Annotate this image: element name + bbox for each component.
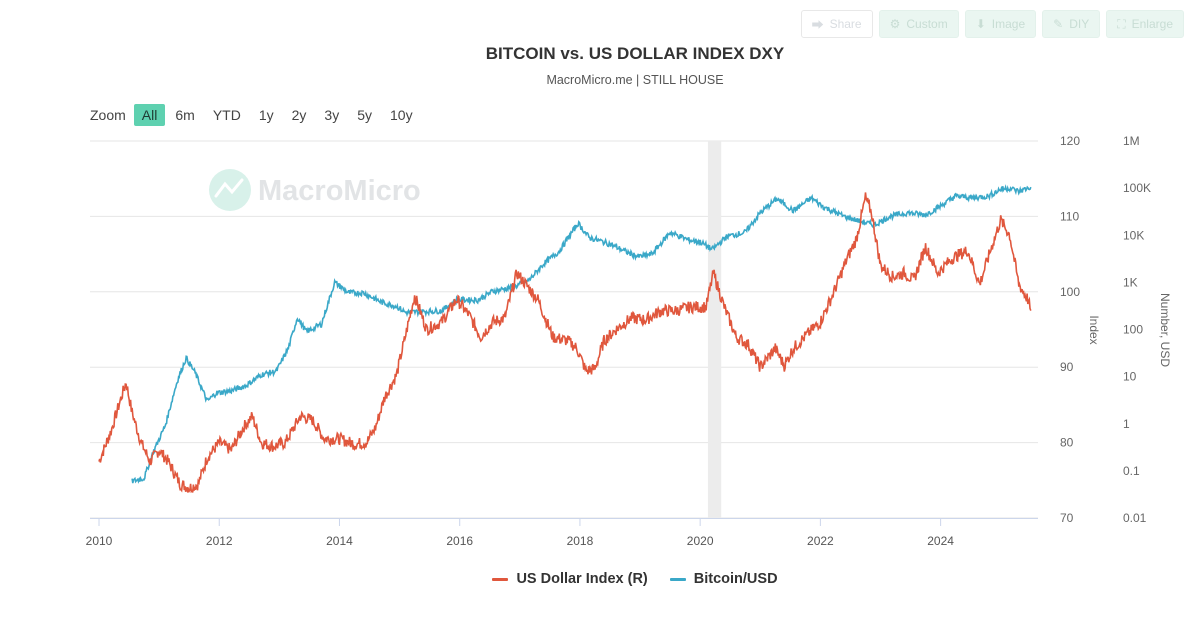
y-left-tick-label: 110: [1060, 209, 1079, 223]
y-right-tick-label: 10: [1123, 370, 1137, 384]
zoom-option-10y[interactable]: 10y: [390, 107, 413, 123]
y-axis-right: 0.01 0.1 1 10 100 1K 10K 100K 1M: [1123, 134, 1151, 525]
y-left-tick-label: 70: [1060, 511, 1074, 525]
enlarge-label: Enlarge: [1131, 17, 1173, 31]
zoom-selector: Zoom All 6m YTD 1y 2y 3y 5y 10y: [90, 104, 423, 126]
zoom-buttons: All 6m YTD 1y 2y 3y 5y 10y: [133, 104, 423, 126]
y-axis-right-title: Number, USD: [1158, 293, 1172, 367]
share-label: Share: [829, 17, 862, 31]
zoom-label: Zoom: [90, 107, 126, 123]
x-tick-label: 2014: [326, 534, 353, 548]
y-right-tick-label: 100K: [1123, 181, 1151, 195]
y-axis-left-title: Index: [1087, 315, 1101, 344]
shaded-band: [707, 141, 722, 518]
zoom-option-1y[interactable]: 1y: [258, 107, 274, 123]
x-tick-label: 2024: [927, 534, 954, 548]
y-right-tick-label: 100: [1123, 323, 1143, 337]
series-line-dxy: [98, 192, 1032, 494]
y-right-tick-label: 1: [1123, 417, 1130, 431]
chart-subtitle: MacroMicro.me | STILL HOUSE: [546, 73, 724, 87]
y-left-tick-label: 120: [1060, 134, 1080, 148]
y-left-tick-label: 100: [1060, 285, 1080, 299]
x-tick-label: 2010: [86, 534, 113, 548]
diy-label: DIY: [1069, 17, 1090, 31]
gear-icon: ⚙: [889, 17, 901, 31]
expand-icon: ⛶: [1117, 16, 1126, 31]
y-axis-left: 70 80 90 100 110 120: [1060, 134, 1080, 525]
legend-swatch-dxy: [492, 577, 509, 581]
zoom-option-2y[interactable]: 2y: [291, 107, 307, 123]
zoom-option-all[interactable]: All: [133, 104, 166, 126]
image-button[interactable]: ⬇ Image: [964, 10, 1037, 38]
y-left-tick-label: 80: [1060, 436, 1074, 450]
x-axis: 2010 2012 2014 2016 2018 2020 2022 2024: [86, 518, 1038, 548]
watermark-text: MacroMicro: [258, 175, 421, 207]
y-right-tick-label: 10K: [1123, 228, 1144, 242]
zoom-option-ytd[interactable]: YTD: [212, 107, 241, 123]
legend-item-btc[interactable]: Bitcoin/USD: [669, 571, 778, 587]
download-icon: ⬇: [975, 17, 986, 31]
legend-label-btc: Bitcoin/USD: [693, 571, 778, 587]
pencil-icon: ✎: [1053, 17, 1064, 31]
enlarge-button[interactable]: ⛶ Enlarge: [1106, 10, 1184, 38]
custom-label: Custom: [906, 17, 948, 31]
y-right-tick-label: 0.01: [1123, 511, 1147, 525]
x-tick-label: 2022: [807, 534, 834, 548]
zoom-option-5y[interactable]: 5y: [357, 107, 372, 123]
legend-label-dxy: US Dollar Index (R): [516, 571, 648, 587]
watermark: MacroMicro: [209, 169, 421, 211]
x-tick-label: 2012: [206, 534, 233, 548]
zoom-option-3y[interactable]: 3y: [324, 107, 340, 123]
series-line-bitcoin: [131, 184, 1032, 484]
share-icon: ⮕: [811, 17, 824, 32]
custom-button[interactable]: ⚙ Custom: [878, 10, 959, 38]
legend: US Dollar Index (R) Bitcoin/USD: [0, 571, 1186, 587]
y-left-tick-label: 90: [1060, 360, 1074, 374]
y-right-tick-label: 1K: [1123, 275, 1138, 289]
share-button[interactable]: ⮕ Share: [800, 10, 873, 38]
chart-toolbar: ⮕ Share ⚙ Custom ⬇ Image ✎ DIY ⛶ Enlarge: [800, 10, 1184, 38]
y-right-tick-label: 0.1: [1123, 464, 1140, 478]
legend-item-dxy[interactable]: US Dollar Index (R): [492, 571, 648, 587]
x-tick-label: 2016: [446, 534, 473, 548]
chart-title: BITCOIN vs. US DOLLAR INDEX DXY: [485, 44, 785, 63]
x-tick-label: 2018: [567, 534, 594, 548]
y-right-tick-label: 1M: [1123, 134, 1140, 148]
diy-button[interactable]: ✎ DIY: [1042, 10, 1101, 38]
legend-swatch-btc: [669, 577, 686, 581]
zoom-option-6m[interactable]: 6m: [175, 107, 195, 123]
image-label: Image: [991, 17, 1026, 31]
x-tick-label: 2020: [687, 534, 714, 548]
